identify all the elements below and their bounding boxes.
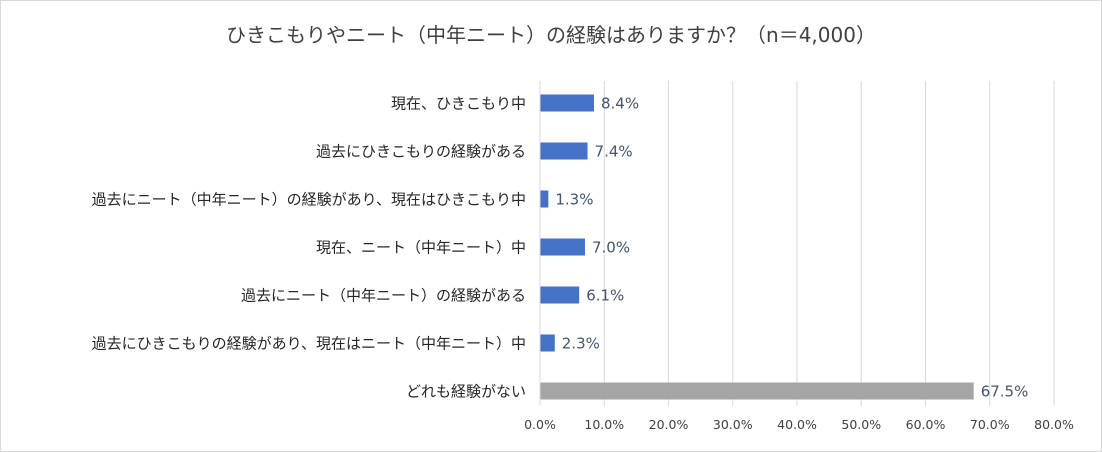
data-label: 2.3%: [562, 335, 600, 353]
category-label: 過去にニート（中年ニート）の経験があり、現在はひきこもり中: [92, 191, 526, 209]
bar: [540, 238, 585, 256]
x-tick-label: 40.0%: [777, 417, 817, 432]
data-label: 7.4%: [595, 143, 633, 161]
x-tick-label: 80.0%: [1034, 417, 1074, 432]
data-label: 8.4%: [601, 95, 639, 113]
data-label: 1.3%: [555, 191, 593, 209]
x-tick-label: 30.0%: [713, 417, 753, 432]
data-label: 67.5%: [981, 383, 1029, 401]
category-label: 現在、ひきこもり中: [391, 95, 526, 113]
x-tick-label: 0.0%: [524, 417, 556, 432]
x-tick-label: 20.0%: [649, 417, 689, 432]
bar: [540, 382, 974, 400]
data-label: 7.0%: [592, 239, 630, 257]
bar: [540, 94, 594, 112]
x-tick-label: 60.0%: [906, 417, 946, 432]
chart-title: ひきこもりやニート（中年ニート）の経験はありますか？（n＝4,000）: [226, 23, 876, 47]
category-label: どれも経験がない: [406, 383, 526, 401]
category-label: 現在、ニート（中年ニート）中: [316, 239, 526, 257]
bar: [540, 286, 580, 304]
bar: [540, 334, 555, 352]
category-label: 過去にひきこもりの経験がある: [316, 143, 526, 161]
x-tick-label: 70.0%: [970, 417, 1010, 432]
bar: [540, 142, 588, 160]
bar: [540, 190, 549, 208]
category-label: 過去にひきこもりの経験があり、現在はニート（中年ニート）中: [92, 335, 526, 353]
data-label: 6.1%: [586, 287, 624, 305]
x-tick-label: 10.0%: [584, 417, 624, 432]
x-tick-label: 50.0%: [841, 417, 881, 432]
category-label: 過去にニート（中年ニート）の経験がある: [241, 287, 526, 305]
